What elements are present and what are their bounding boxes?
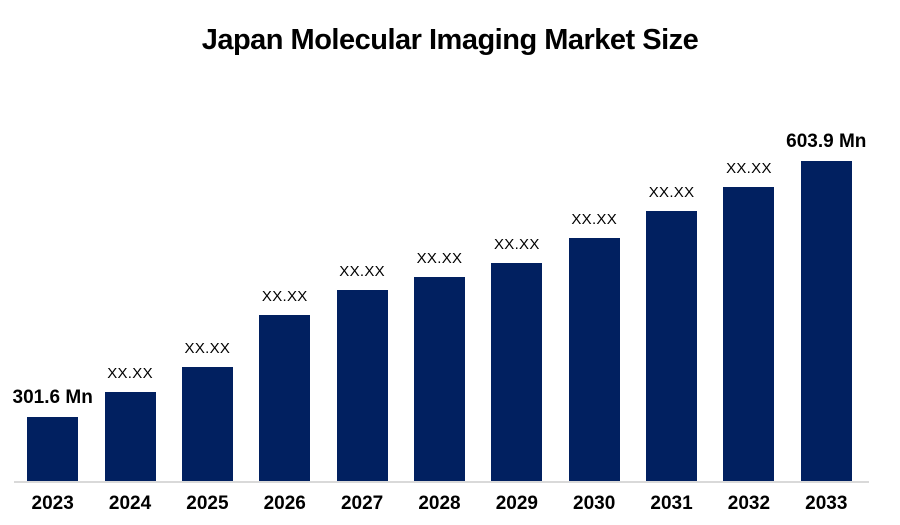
bar-2032 bbox=[723, 187, 775, 481]
bar-column-2028: XX.XX bbox=[401, 250, 478, 481]
bar-value-label-2031: XX.XX bbox=[648, 184, 695, 201]
bar-value-label-2033: 603.9 Mn bbox=[786, 131, 867, 152]
bar-value-label-2026: XX.XX bbox=[261, 288, 308, 305]
bar-column-2024: XX.XX bbox=[91, 365, 168, 481]
x-axis-label-2033: 2033 bbox=[805, 493, 848, 514]
bar-2030 bbox=[568, 238, 620, 481]
bars-row: 301.6 Mn XX.XX XX.XX XX.XX XX.XX XX.XX XX.XX XX… bbox=[12, 131, 867, 481]
bar-column-2027: XX.XX bbox=[323, 263, 400, 481]
bar-2026 bbox=[259, 315, 311, 481]
bar-value-label-2023: 301.6 Mn bbox=[12, 387, 93, 408]
bar-value-label-2032: XX.XX bbox=[726, 160, 772, 177]
bar-column-2029: XX.XX bbox=[478, 236, 555, 481]
bar-2025 bbox=[181, 367, 233, 481]
bar-value-label-2028: XX.XX bbox=[416, 250, 463, 267]
bar-column-2023: 301.6 Mn bbox=[12, 387, 93, 481]
bar-2028 bbox=[413, 277, 465, 481]
bar-column-2031: XX.XX bbox=[633, 184, 710, 481]
x-axis-labels: 2023 2024 2025 2026 2027 2028 2029 2030 2031 2032… bbox=[14, 493, 865, 515]
bar-2027 bbox=[336, 290, 388, 481]
chart-title: Japan Molecular Imaging Market Size bbox=[201, 24, 699, 56]
bar-value-label-2025: XX.XX bbox=[184, 340, 231, 357]
bar-value-label-2024: XX.XX bbox=[107, 365, 153, 382]
x-axis-label-2024: 2024 bbox=[108, 493, 152, 514]
bar-column-2033: 603.9 Mn bbox=[786, 131, 867, 481]
bar-2023 bbox=[27, 417, 79, 481]
bar-2033 bbox=[800, 161, 852, 481]
bar-value-label-2027: XX.XX bbox=[339, 263, 385, 280]
bar-2024 bbox=[104, 392, 156, 481]
x-axis-label-2032: 2032 bbox=[727, 493, 771, 514]
bar-value-label-2030: XX.XX bbox=[571, 211, 618, 228]
bar-value-label-2029: XX.XX bbox=[493, 236, 540, 253]
x-axis-label-2026: 2026 bbox=[263, 493, 306, 514]
bar-column-2032: XX.XX bbox=[710, 160, 787, 481]
bar-column-2025: XX.XX bbox=[169, 340, 246, 481]
x-axis-label-2028: 2028 bbox=[418, 493, 461, 514]
x-axis-label-2029: 2029 bbox=[495, 493, 538, 514]
x-axis-label-2031: 2031 bbox=[650, 493, 693, 514]
bar-column-2026: XX.XX bbox=[246, 288, 323, 481]
x-axis-label-2023: 2023 bbox=[31, 493, 74, 514]
bar-column-2030: XX.XX bbox=[556, 211, 633, 481]
bar-2031 bbox=[646, 211, 698, 481]
x-axis-label-2030: 2030 bbox=[573, 493, 616, 514]
bar-2029 bbox=[491, 263, 543, 481]
x-axis-line bbox=[14, 481, 869, 483]
x-axis-label-2027: 2027 bbox=[340, 493, 384, 514]
x-axis-label-2025: 2025 bbox=[186, 493, 229, 514]
